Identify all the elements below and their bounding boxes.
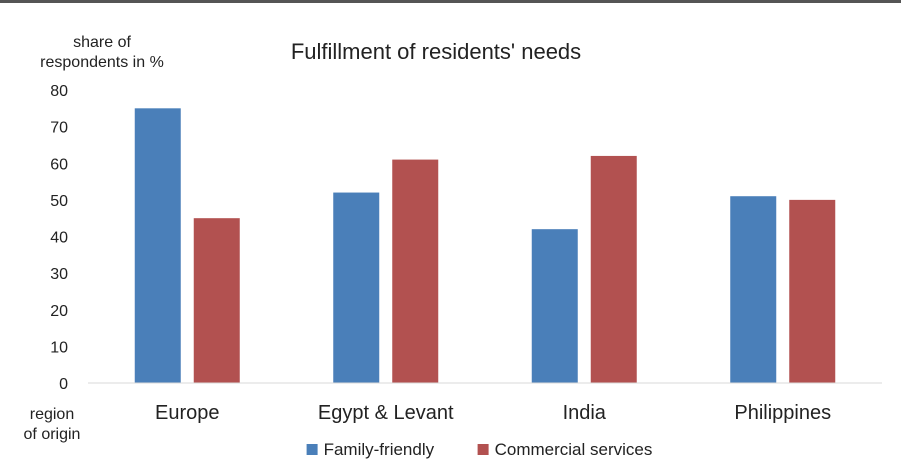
legend-label: Commercial services bbox=[495, 440, 653, 459]
bar bbox=[590, 155, 637, 383]
y-tick-label: 60 bbox=[50, 156, 68, 173]
bar bbox=[531, 229, 578, 383]
y-axis-label-line-1: share of bbox=[73, 34, 131, 51]
bar bbox=[789, 199, 836, 383]
y-tick-label: 20 bbox=[50, 303, 68, 320]
bars bbox=[134, 108, 836, 383]
x-axis-label-line-1: region bbox=[30, 406, 74, 423]
legend: Family-friendly Commercial services bbox=[306, 440, 653, 459]
legend-label: Family-friendly bbox=[324, 440, 435, 459]
x-tick-label: Philippines bbox=[734, 402, 831, 424]
y-axis-ticks: 0 10 20 30 40 50 60 70 80 bbox=[50, 83, 68, 393]
chart-title: Fulfillment of residents' needs bbox=[291, 39, 581, 64]
x-axis-label-line-2: of origin bbox=[24, 426, 81, 443]
bar bbox=[134, 108, 181, 383]
bar bbox=[392, 159, 439, 383]
y-tick-label: 30 bbox=[50, 266, 68, 283]
x-axis-ticks: Europe Egypt & Levant India Philippines bbox=[155, 402, 831, 424]
legend-swatch bbox=[477, 444, 489, 455]
y-tick-label: 0 bbox=[59, 376, 68, 393]
bar bbox=[730, 196, 777, 383]
y-tick-label: 50 bbox=[50, 193, 68, 210]
legend-swatch bbox=[306, 444, 318, 455]
x-tick-label: Egypt & Levant bbox=[318, 402, 454, 424]
top-rule bbox=[0, 0, 901, 3]
bar bbox=[193, 218, 240, 383]
y-tick-label: 10 bbox=[50, 339, 68, 356]
y-tick-label: 80 bbox=[50, 83, 68, 100]
y-axis-label-line-2: respondents in % bbox=[40, 54, 164, 71]
bar bbox=[333, 192, 380, 383]
x-tick-label: India bbox=[563, 402, 607, 424]
x-tick-label: Europe bbox=[155, 402, 220, 424]
y-tick-label: 70 bbox=[50, 120, 68, 137]
y-tick-label: 40 bbox=[50, 230, 68, 247]
